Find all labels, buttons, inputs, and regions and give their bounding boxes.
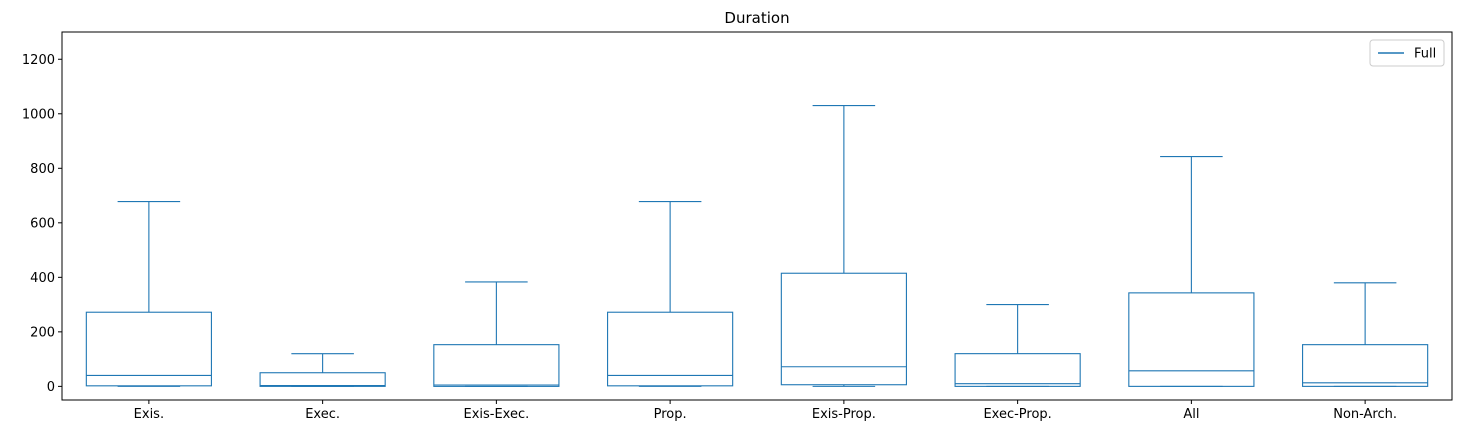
box-iqr (85, 311, 212, 387)
box-5 (780, 105, 907, 387)
box-8 (1302, 282, 1429, 387)
box-iqr (607, 311, 734, 387)
box-1 (85, 201, 212, 387)
box-3 (433, 281, 560, 387)
x-tick-label: Exis. (134, 407, 164, 422)
box-6 (954, 304, 1081, 387)
y-tick-label: 0 (47, 380, 55, 395)
x-tick-label: Exis-Exec. (463, 407, 529, 422)
x-tick-label: Exec-Prop. (983, 407, 1051, 422)
y-axis: 0 200 400 600 800 1000 1200 (22, 53, 62, 395)
x-tick-label: Prop. (654, 407, 687, 422)
y-tick-label: 800 (30, 162, 55, 177)
box-iqr (954, 353, 1081, 387)
x-tick-label: Exec. (305, 407, 340, 422)
legend: Full (1369, 39, 1445, 67)
box-iqr (1302, 344, 1429, 387)
chart-title: Duration (724, 9, 789, 27)
legend-box (1369, 39, 1445, 67)
plot-layer (85, 105, 1429, 387)
box-iqr (780, 272, 907, 386)
legend-label-full: Full (1414, 47, 1436, 62)
x-axis: Exis. Exec. Exis-Exec. Prop. Exis-Prop. Exec-… (134, 400, 1397, 422)
y-tick-label: 1200 (22, 53, 55, 68)
x-tick-label: Exis-Prop. (812, 407, 876, 422)
y-tick-label: 600 (30, 216, 55, 231)
box-iqr (259, 372, 386, 387)
x-tick-label: Non-Arch. (1333, 407, 1397, 422)
plot-frame (61, 31, 1453, 401)
box-4 (607, 201, 734, 387)
box-iqr (433, 344, 560, 387)
y-tick-label: 200 (30, 325, 55, 340)
y-tick-label: 1000 (22, 107, 55, 122)
box-iqr (1128, 292, 1255, 387)
box-2 (259, 353, 386, 387)
x-tick-label: All (1183, 407, 1199, 422)
box-7 (1128, 156, 1255, 387)
y-tick-label: 400 (30, 271, 55, 286)
